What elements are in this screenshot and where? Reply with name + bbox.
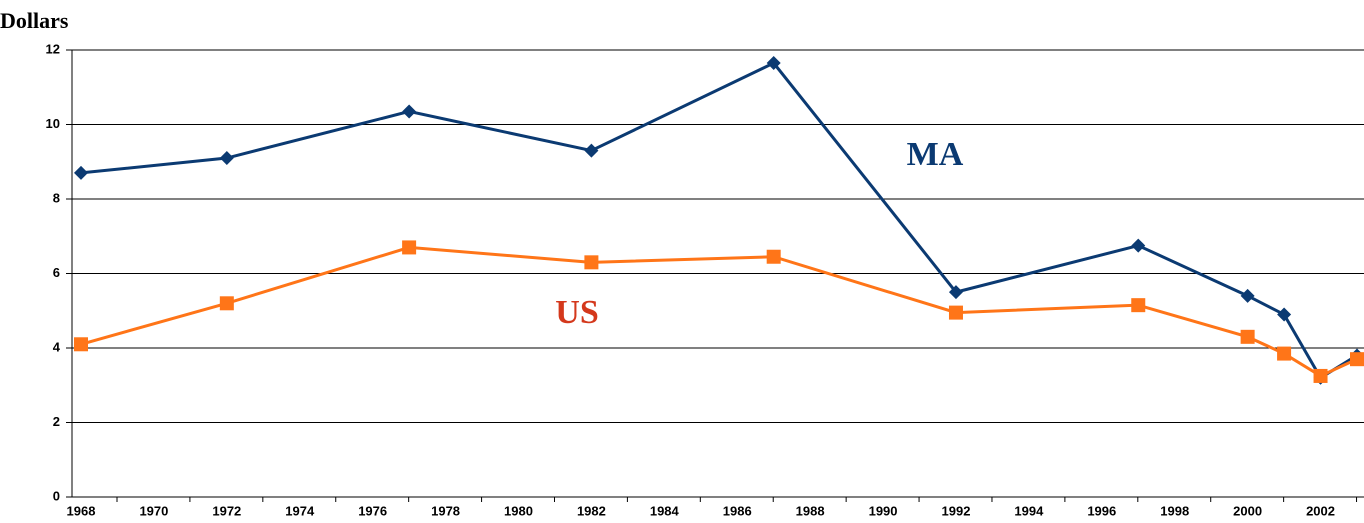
x-tick-label: 1986 [723, 503, 752, 518]
x-tick-label: 1968 [67, 503, 96, 518]
series-line [80, 61, 1358, 380]
x-tick-label: 1996 [1087, 503, 1116, 518]
x-tick-label: 1970 [139, 503, 168, 518]
marker [948, 305, 963, 320]
x-tick-label: 1980 [504, 503, 533, 518]
x-tick-label: 1988 [796, 503, 825, 518]
x-tick-label: 1982 [577, 503, 606, 518]
marker [1277, 307, 1292, 322]
marker [1313, 368, 1328, 383]
x-tick-label: 1978 [431, 503, 460, 518]
marker [766, 56, 781, 71]
y-tick-label: 8 [53, 190, 60, 205]
x-tick-label: 1990 [869, 503, 898, 518]
x-tick-label: 1992 [942, 503, 971, 518]
x-tick-label: 1984 [650, 503, 680, 518]
x-tick-label: 1998 [1160, 503, 1189, 518]
marker [219, 151, 234, 166]
marker [766, 249, 781, 264]
chart-title: Dollars [0, 8, 69, 33]
y-tick-label: 4 [53, 339, 61, 354]
x-tick-label: 1976 [358, 503, 387, 518]
marker [1277, 346, 1292, 361]
marker [1131, 238, 1146, 253]
x-tick-label: 1974 [285, 503, 315, 518]
x-tick-label: 1972 [212, 503, 241, 518]
marker [948, 285, 963, 300]
y-tick-label: 2 [53, 414, 60, 429]
x-tick-label: 1994 [1014, 503, 1044, 518]
y-tick-label: 6 [53, 265, 60, 280]
x-tick-label: 2000 [1233, 503, 1262, 518]
marker [402, 240, 417, 255]
marker [74, 165, 88, 180]
series-label: MA [907, 136, 964, 173]
marker [1350, 352, 1364, 367]
marker [1131, 298, 1146, 313]
marker [1240, 329, 1255, 344]
marker [584, 143, 599, 158]
marker [402, 104, 417, 119]
marker [74, 337, 88, 352]
y-tick-label: 0 [53, 488, 60, 503]
series-label: US [555, 294, 598, 331]
marker [584, 255, 599, 270]
marker [1240, 288, 1255, 303]
x-tick-label: 2002 [1306, 503, 1335, 518]
y-tick-label: 10 [46, 116, 60, 131]
y-tick-label: 12 [46, 41, 60, 56]
series-line [80, 245, 1358, 378]
marker [219, 296, 234, 311]
